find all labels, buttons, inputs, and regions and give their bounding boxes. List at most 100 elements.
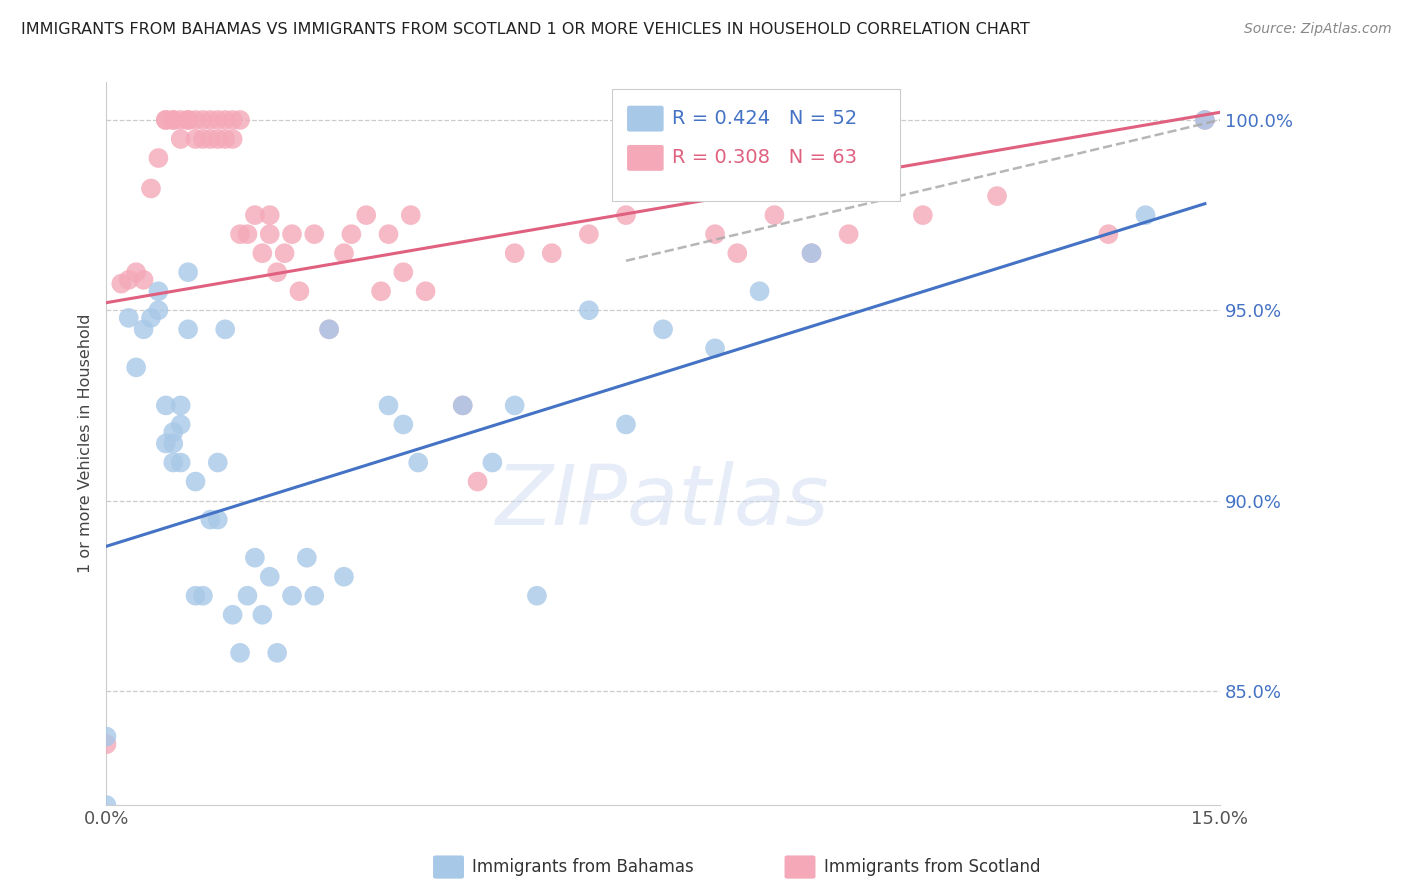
Point (266, 265, 288, 279)
Point (333, 246, 356, 260)
Point (259, 208, 281, 222)
Point (170, 399, 193, 413)
Point (354, 208, 377, 222)
Point (266, 646, 288, 660)
Point (467, 475, 489, 489)
Point (155, 112, 177, 127)
Point (1194, 112, 1216, 127)
Point (304, 227, 326, 241)
Point (392, 265, 415, 279)
Point (229, 646, 252, 660)
Point (214, 322, 236, 336)
Point (162, 112, 184, 127)
Point (273, 246, 295, 260)
Point (415, 285, 437, 299)
Point (704, 342, 727, 356)
Point (177, 112, 200, 127)
Point (118, 273, 141, 287)
Point (96, 730, 118, 744)
Point (170, 112, 193, 127)
Point (155, 399, 177, 413)
Point (252, 246, 274, 260)
Point (526, 589, 548, 603)
Point (125, 360, 148, 375)
Point (184, 589, 207, 603)
Point (340, 227, 363, 241)
Point (377, 227, 399, 241)
Point (800, 246, 823, 260)
Point (1135, 208, 1157, 222)
Point (132, 322, 155, 336)
Point (118, 310, 141, 325)
Point (110, 277, 132, 291)
Point (184, 132, 207, 146)
Point (704, 227, 727, 241)
Point (259, 570, 281, 584)
Point (259, 227, 281, 241)
Point (170, 417, 193, 432)
Point (191, 589, 214, 603)
Point (148, 303, 170, 318)
Point (503, 399, 526, 413)
Point (191, 132, 214, 146)
Point (214, 132, 236, 146)
Point (221, 607, 243, 622)
Point (170, 132, 193, 146)
Point (139, 310, 162, 325)
Point (148, 285, 170, 299)
Text: ZIPatlas: ZIPatlas (496, 461, 830, 541)
Point (503, 246, 526, 260)
Point (162, 456, 184, 470)
Point (451, 399, 474, 413)
Point (614, 417, 637, 432)
Point (191, 112, 214, 127)
Point (236, 589, 259, 603)
Point (177, 265, 200, 279)
Text: R = 0.424   N = 52: R = 0.424 N = 52 (672, 109, 858, 128)
Point (392, 417, 415, 432)
Point (578, 227, 600, 241)
Point (200, 513, 222, 527)
Point (399, 208, 422, 222)
Point (748, 285, 770, 299)
Point (281, 589, 304, 603)
Point (207, 132, 229, 146)
Point (1194, 112, 1216, 127)
Point (243, 208, 266, 222)
Text: R = 0.308   N = 63: R = 0.308 N = 63 (672, 148, 858, 168)
Text: IMMIGRANTS FROM BAHAMAS VS IMMIGRANTS FROM SCOTLAND 1 OR MORE VEHICLES IN HOUSEH: IMMIGRANTS FROM BAHAMAS VS IMMIGRANTS FR… (21, 22, 1029, 37)
Point (318, 322, 340, 336)
Point (578, 303, 600, 318)
Point (377, 399, 399, 413)
Point (155, 436, 177, 450)
Point (481, 456, 503, 470)
Point (229, 112, 252, 127)
Text: Immigrants from Bahamas: Immigrants from Bahamas (472, 858, 695, 876)
Point (451, 399, 474, 413)
Point (838, 227, 860, 241)
Point (318, 322, 340, 336)
Point (540, 246, 562, 260)
Point (207, 456, 229, 470)
Point (162, 112, 184, 127)
Point (96, 737, 118, 751)
Y-axis label: 1 or more Vehicles in Household: 1 or more Vehicles in Household (79, 314, 93, 574)
Point (229, 227, 252, 241)
Point (243, 550, 266, 565)
Point (288, 285, 311, 299)
Point (221, 132, 243, 146)
Point (333, 570, 356, 584)
Point (370, 285, 392, 299)
Point (725, 246, 748, 260)
Point (96, 798, 118, 813)
Point (236, 227, 259, 241)
Point (200, 112, 222, 127)
Point (132, 273, 155, 287)
Point (148, 151, 170, 165)
Point (614, 208, 637, 222)
Point (139, 181, 162, 195)
Point (406, 456, 429, 470)
Point (177, 112, 200, 127)
Point (162, 425, 184, 439)
Point (125, 265, 148, 279)
